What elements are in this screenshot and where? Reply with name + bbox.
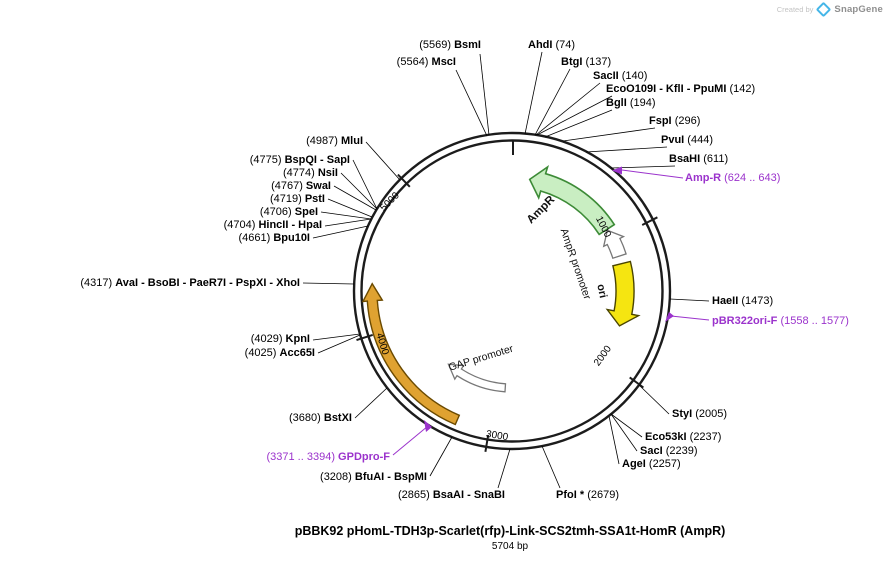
position-ticks [356,141,658,452]
site-label-haeii: HaeII (1473) [712,295,774,307]
title-block: pBBK92 pHomL-TDH3p-Scarlet(rfp)-Link-SCS… [295,524,726,552]
primer-label-gpdpro-f: (3371 .. 3394) GPDpro-F [266,451,390,463]
feature-label-ori: ori [594,283,609,300]
site-label-saci: SacI (2239) [640,445,698,457]
site-label-fspi: FspI (296) [649,115,701,127]
leader-lines [302,51,710,489]
site-label-bfuai: (3208) BfuAI - BspMI [320,471,427,483]
gene-arrow-orange [361,282,461,426]
plasmid-ring-outer [352,131,672,451]
site-label-avai: (4317) AvaI - BsoBI - PaeR7I - PspXI - X… [80,277,300,289]
site-label-pfoi: PfoI * (2679) [556,489,619,501]
site-label-swai: (4767) SwaI [271,180,331,192]
site-label-ecoo109i: EcoO109I - KflI - PpuMI (142) [606,83,756,95]
site-label-pvui: PvuI (444) [661,134,713,146]
primer-arrowheads [424,166,674,432]
gap-promoter-arrow [447,363,507,393]
site-label-bsaai: (2865) BsaAI - SnaBI [398,489,505,501]
site-label-eco53ki: Eco53kI (2237) [645,431,722,443]
brand-name: SnapGene [834,4,883,15]
primer-label-pbr322ori-f: pBR322ori-F (1558 .. 1577) [712,315,849,327]
snapgene-credit: Created by SnapGene [776,1,883,18]
site-label-nsii: (4774) NsiI [282,167,338,179]
primer-label-amp-r: Amp-R (624 .. 643) [685,172,781,184]
site-label-bpu10i: (4661) Bpu10I [238,232,310,244]
site-label-mlui: (4987) MluI [306,135,363,147]
site-label-btgi: BtgI (137) [561,56,612,68]
site-label-kpni: (4029) KpnI [250,333,310,345]
site-label-acc65i: (4025) Acc65I [244,347,315,359]
primer-leader-lines [392,169,710,456]
ampr-promoter-arrow [602,229,627,260]
site-label-agei: AgeI (2257) [622,458,681,470]
plasmid-ring-inner [360,139,664,443]
credit-text: Created by [776,5,814,14]
site-label-msci: (5564) MscI [396,56,456,68]
plasmid-title: pBBK92 pHomL-TDH3p-Scarlet(rfp)-Link-SCS… [294,524,726,538]
site-label-bspqi: (4775) BspQI - SapI [249,154,350,166]
site-label-psti: (4719) PstI [269,193,325,205]
site-label-bsahi: BsaHI (611) [669,153,729,165]
site-label-styi: StyI (2005) [672,408,728,420]
site-label-spei: (4706) SpeI [259,206,318,218]
site-label-hincii: (4704) HincII - HpaI [223,219,322,231]
site-label-ahdi: AhdI (74) [528,39,576,51]
site-label-bgli: BglI (194) [606,97,656,109]
site-label-bstxi: (3680) BstXI [289,412,352,424]
plasmid-length: 5704 bp [491,541,529,552]
ori-arrow [605,260,641,327]
ampr-arrow [528,165,616,236]
site-label-bsmi: (5569) BsmI [419,39,481,51]
site-label-sacii: SacII (140) [593,70,648,82]
